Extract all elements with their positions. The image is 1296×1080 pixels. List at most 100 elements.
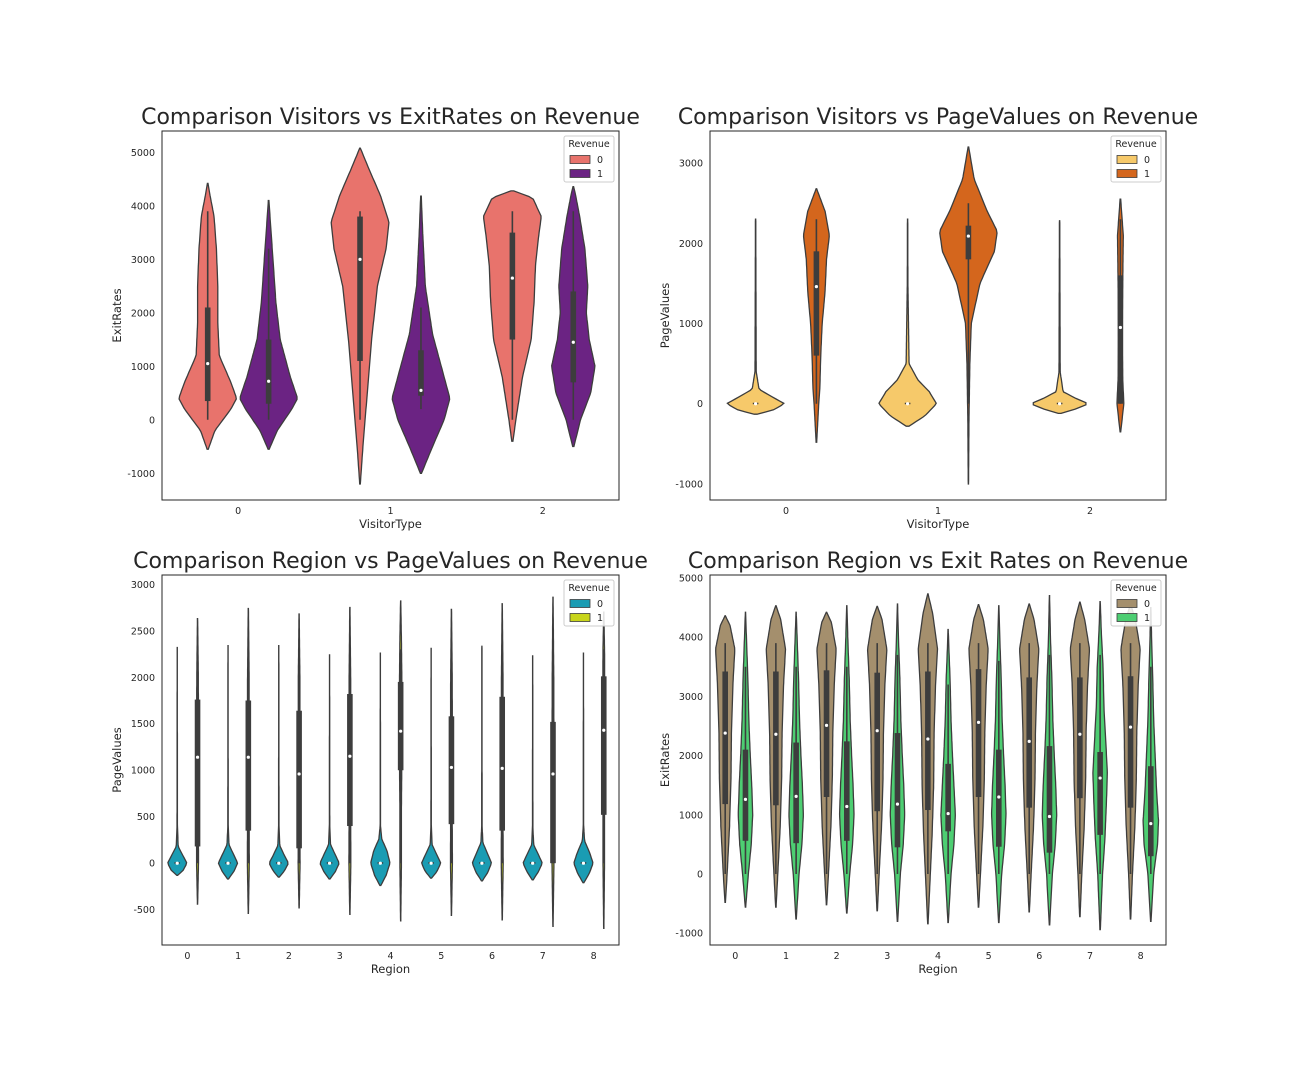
violin-1-0	[217, 645, 239, 880]
violin-iqr-box	[204, 307, 211, 402]
violin-median-point	[551, 772, 555, 776]
legend-title: Revenue	[568, 139, 610, 150]
violin-median-point	[327, 861, 332, 865]
x-tick-label: 2	[1087, 506, 1093, 517]
violin-median-point	[743, 797, 748, 801]
violin-median-point	[814, 285, 819, 289]
violin-6-0	[471, 645, 492, 882]
legend: Revenue 0 1	[563, 135, 615, 183]
y-tick-label: 2000	[679, 751, 703, 762]
y-tick-label: 3000	[131, 255, 155, 266]
x-tick-label: 5	[986, 951, 992, 962]
legend-title: Revenue	[1115, 139, 1157, 150]
violin-median-point	[277, 861, 281, 865]
violin-median-point	[946, 811, 950, 816]
violin-iqr-box	[448, 716, 455, 825]
x-tick-label: 0	[732, 951, 738, 962]
violin-iqr-box	[499, 696, 506, 831]
violin-3-0	[319, 654, 340, 880]
x-tick-label: 2	[540, 506, 546, 517]
y-tick-label: 2000	[679, 239, 703, 250]
violin-median-point	[1058, 402, 1062, 406]
y-tick-label: 1000	[679, 319, 703, 330]
y-axis-label: PageValues	[110, 727, 124, 792]
violin-median-point	[419, 388, 423, 392]
y-tick-label: 0	[149, 859, 155, 870]
y-tick-label: 4000	[131, 201, 155, 212]
legend-title: Revenue	[568, 583, 610, 594]
x-tick-label: 1	[935, 506, 941, 517]
y-tick-label: 2000	[131, 308, 155, 319]
violin-iqr-box	[793, 742, 799, 844]
violin-iqr-box	[600, 676, 607, 815]
x-tick-label: 8	[591, 951, 597, 962]
violin-median-point	[206, 362, 210, 366]
violin-iqr-box	[925, 671, 931, 811]
violin-iqr-box	[418, 350, 424, 396]
x-tick-label: 0	[783, 506, 789, 517]
x-tick-label: 6	[1036, 951, 1042, 962]
y-tick-label: 5000	[131, 148, 155, 159]
violin-iqr-box	[742, 749, 749, 841]
x-tick-label: 1	[387, 506, 393, 517]
violin-iqr-box	[194, 699, 201, 847]
y-tick-label: 4000	[679, 633, 703, 644]
y-tick-label: -500	[133, 905, 155, 916]
chart-title: Comparison Visitors vs ExitRates on Reve…	[141, 105, 640, 130]
x-tick-label: 2	[286, 951, 292, 962]
x-tick-label: 7	[540, 951, 546, 962]
violin-iqr-box	[347, 693, 353, 827]
violin-median-point	[895, 802, 900, 806]
violin-iqr-box	[1077, 677, 1083, 799]
violin-median-point	[480, 861, 484, 865]
violin-median-point	[754, 402, 758, 406]
chart-title: Comparison Region vs PageValues on Reven…	[133, 549, 648, 574]
violin-median-point	[297, 772, 301, 776]
violin-median-point	[1118, 325, 1122, 330]
legend-title: Revenue	[1115, 583, 1157, 594]
violin-median-point	[976, 720, 981, 725]
plot-frame	[161, 130, 620, 501]
violin-iqr-box	[773, 671, 779, 806]
violin-median-point	[1128, 725, 1133, 729]
violin-iqr-box	[894, 733, 901, 848]
violin-iqr-box	[813, 251, 820, 356]
violin-median-point	[571, 340, 575, 344]
x-tick-label: 7	[1087, 951, 1093, 962]
x-tick-label: 3	[884, 951, 890, 962]
legend-swatch	[1116, 155, 1138, 164]
x-axis-label: Region	[918, 962, 957, 976]
x-tick-label: 8	[1138, 951, 1144, 962]
plot-frame	[709, 574, 1167, 946]
x-axis-label: VisitorType	[907, 517, 970, 531]
x-tick-label: 4	[387, 951, 393, 962]
x-tick-label: 1	[235, 951, 241, 962]
violin-median-point	[358, 257, 362, 261]
violin-median-point	[399, 729, 403, 733]
violin-median-point	[1078, 732, 1082, 736]
chart-title: Comparison Visitors vs PageValues on Rev…	[678, 105, 1198, 130]
violin-median-point	[531, 861, 535, 865]
violin-iqr-box	[296, 710, 302, 849]
y-tick-label: 0	[149, 415, 155, 426]
violin-median-point	[997, 795, 1001, 799]
violin-median-point	[226, 861, 230, 865]
plot-frame	[161, 574, 620, 946]
violin-median-point	[1149, 822, 1153, 826]
violin-1-0	[878, 218, 937, 427]
violin-median-point	[794, 794, 798, 799]
violin-iqr-box	[1127, 676, 1134, 808]
violin-median-point	[906, 402, 910, 406]
y-tick-label: 1500	[131, 719, 155, 730]
legend-swatch	[569, 599, 591, 608]
chart-panel-2: Comparison Visitors vs PageValues on Rev…	[658, 105, 1198, 531]
y-tick-label: 5000	[679, 573, 703, 584]
y-tick-label: -1000	[675, 479, 703, 490]
y-tick-label: 3000	[131, 580, 155, 591]
plot-frame	[709, 130, 1167, 501]
y-axis-label: PageValues	[658, 283, 672, 348]
legend-label: 1	[597, 613, 603, 624]
legend-swatch	[569, 155, 591, 164]
violin-iqr-box	[945, 763, 951, 832]
